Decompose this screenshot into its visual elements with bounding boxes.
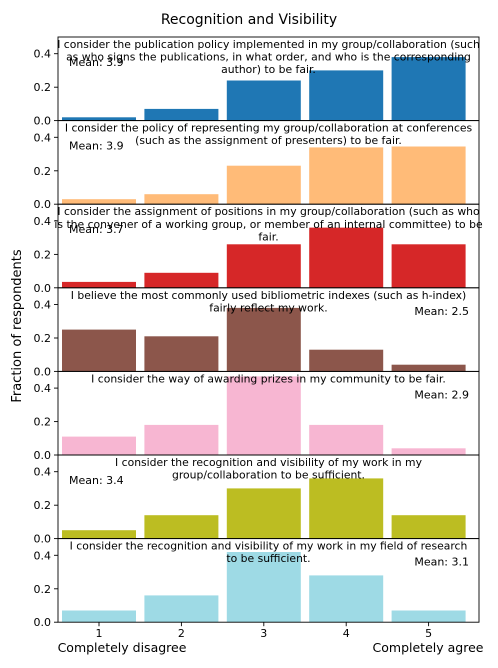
mean-label: Mean: 2.5 bbox=[414, 305, 469, 318]
y-tick-label: 0.0 bbox=[34, 282, 52, 295]
panel-title-line: I consider the policy of representing my… bbox=[65, 122, 473, 135]
y-tick-label: 0.2 bbox=[34, 332, 52, 345]
y-tick-label: 0.4 bbox=[34, 215, 52, 228]
bar-1 bbox=[62, 610, 136, 623]
x-axis-right-label: Completely agree bbox=[373, 640, 484, 655]
panel-title-line: (such as the assignment of presenters) t… bbox=[135, 134, 402, 147]
y-tick-label: 0.0 bbox=[34, 616, 52, 629]
bar-1 bbox=[62, 436, 136, 455]
y-tick-label: 0.0 bbox=[34, 533, 52, 546]
y-tick-label: 0.0 bbox=[34, 449, 52, 462]
panels: 0.0 0.2 0.4 I consider the publication poli… bbox=[34, 36, 483, 640]
panel-title-line: author) to be fair. bbox=[221, 63, 316, 76]
bar-3 bbox=[226, 552, 301, 623]
panel-3: 0.0 0.2 0.4 I consider the assignment of po… bbox=[34, 203, 483, 295]
y-tick-label: 0.2 bbox=[34, 165, 52, 178]
bar-2 bbox=[144, 515, 219, 539]
figure-title: Recognition and Visibility bbox=[161, 12, 337, 28]
x-tick-label: 3 bbox=[260, 627, 267, 640]
bar-5 bbox=[391, 515, 466, 539]
bar-4 bbox=[309, 147, 384, 205]
bar-2 bbox=[144, 194, 219, 205]
y-tick-label: 0.2 bbox=[34, 583, 52, 596]
panel-5: 0.0 0.2 0.4 I consider the way of awarding … bbox=[34, 370, 480, 462]
panel-7: 0.0 0.2 0.4 I consider the recognition and … bbox=[34, 538, 480, 640]
panel-title-line: I believe the most commonly used bibliom… bbox=[71, 289, 467, 302]
y-tick-label: 0.2 bbox=[34, 499, 52, 512]
mean-label: Mean: 3.7 bbox=[69, 223, 124, 236]
bar-2 bbox=[144, 595, 219, 623]
y-tick-label: 0.4 bbox=[34, 131, 52, 144]
mean-label: Mean: 3.1 bbox=[414, 556, 469, 569]
bar-3 bbox=[226, 80, 301, 121]
panel-2: 0.0 0.2 0.4 I consider the policy of repres… bbox=[34, 120, 480, 211]
bar-1 bbox=[62, 530, 136, 539]
panel-title-line: group/collaboration to be sufficient. bbox=[172, 469, 365, 482]
y-tick-label: 0.2 bbox=[34, 81, 52, 94]
bar-4 bbox=[309, 349, 384, 372]
y-tick-label: 0.4 bbox=[34, 299, 52, 312]
y-tick-label: 0.0 bbox=[34, 115, 52, 128]
panel-title-line: to be sufficient. bbox=[226, 552, 310, 565]
panel-title-line: I consider the way of awarding prizes in… bbox=[91, 372, 446, 385]
bar-4 bbox=[309, 424, 384, 455]
bar-3 bbox=[226, 244, 301, 288]
bar-5 bbox=[391, 146, 466, 205]
panel-4: 0.0 0.2 0.4 I believe the most commonly use… bbox=[34, 287, 480, 378]
bar-1 bbox=[62, 329, 136, 372]
panel-title-line: I consider the assignment of positions i… bbox=[57, 205, 480, 218]
bar-3 bbox=[226, 307, 301, 372]
panel-title-line: I consider the publication policy implem… bbox=[57, 38, 480, 51]
bar-2 bbox=[144, 108, 219, 121]
mean-label: Mean: 3.4 bbox=[69, 474, 124, 487]
panel-title-line: I consider the recognition and visibilit… bbox=[115, 456, 423, 469]
bar-5 bbox=[391, 364, 466, 372]
bar-4 bbox=[309, 227, 384, 288]
panel-title-line: is the convener of a working group, or m… bbox=[54, 218, 483, 231]
bar-1 bbox=[62, 117, 136, 121]
y-tick-label: 0.2 bbox=[34, 248, 52, 261]
bar-5 bbox=[391, 244, 466, 288]
x-axis-left-label: Completely disagree bbox=[58, 640, 187, 655]
panel-title-line: as who signs the publications, in what o… bbox=[66, 51, 471, 64]
y-tick-label: 0.4 bbox=[34, 549, 52, 562]
bar-2 bbox=[144, 336, 219, 372]
x-tick-label: 5 bbox=[425, 627, 432, 640]
bar-2 bbox=[144, 272, 219, 288]
bar-5 bbox=[391, 57, 466, 121]
x-tick-label: 4 bbox=[343, 627, 350, 640]
y-tick-label: 0.4 bbox=[34, 466, 52, 479]
y-axis-label: Fraction of respondents bbox=[10, 249, 25, 403]
mean-label: Mean: 3.9 bbox=[69, 140, 124, 153]
panel-6: 0.0 0.2 0.4 I consider the recognition and … bbox=[34, 454, 480, 546]
y-tick-label: 0.4 bbox=[34, 382, 52, 395]
bar-5 bbox=[391, 610, 466, 623]
panel-frame bbox=[57, 538, 480, 623]
bar-2 bbox=[144, 424, 219, 455]
x-tick-label: 2 bbox=[178, 627, 185, 640]
bar-3 bbox=[226, 376, 301, 455]
bar-3 bbox=[226, 488, 301, 539]
bar-5 bbox=[391, 448, 466, 455]
y-tick-label: 0.4 bbox=[34, 48, 52, 61]
mean-label: Mean: 3.9 bbox=[69, 56, 124, 69]
panel-title-line: fair. bbox=[258, 230, 278, 243]
panel-title-line: fairly reflect my work. bbox=[209, 301, 327, 314]
x-tick-label: 1 bbox=[96, 627, 103, 640]
bar-4 bbox=[309, 575, 384, 623]
bar-4 bbox=[309, 70, 384, 121]
y-tick-label: 0.0 bbox=[34, 365, 52, 378]
mean-label: Mean: 2.9 bbox=[414, 388, 469, 401]
y-tick-label: 0.2 bbox=[34, 416, 52, 429]
bar-1 bbox=[62, 199, 136, 205]
panel-1: 0.0 0.2 0.4 I consider the publication poli… bbox=[34, 36, 480, 128]
panel-title-line: I consider the recognition and visibilit… bbox=[70, 540, 468, 553]
bar-3 bbox=[226, 165, 301, 205]
bar-4 bbox=[309, 478, 384, 539]
y-tick-label: 0.0 bbox=[34, 198, 52, 211]
bar-1 bbox=[62, 281, 136, 288]
